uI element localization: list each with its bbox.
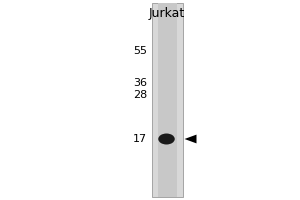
Text: 55: 55 <box>133 46 147 56</box>
Text: 28: 28 <box>133 90 147 100</box>
Ellipse shape <box>158 134 175 144</box>
Bar <box>158 3 177 197</box>
Text: 17: 17 <box>133 134 147 144</box>
Text: 36: 36 <box>133 78 147 88</box>
Bar <box>152 3 183 197</box>
Polygon shape <box>184 135 196 143</box>
Text: Jurkat: Jurkat <box>148 7 184 20</box>
